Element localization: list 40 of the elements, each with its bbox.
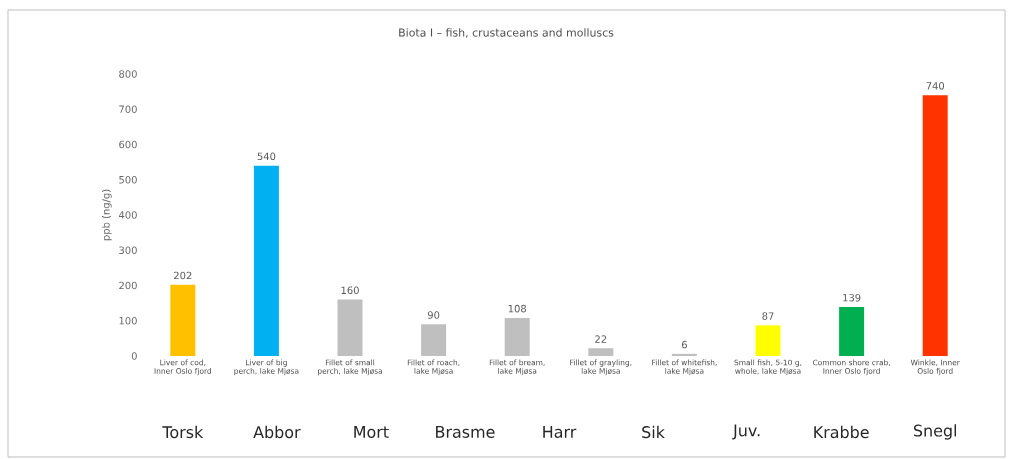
text: Snegl: [913, 424, 957, 440]
text: Brasme: [436, 426, 495, 438]
bar: [671, 353, 697, 356]
text: Krabbe: [814, 425, 869, 439]
y-tick-label: 400: [118, 211, 137, 219]
bar: [839, 306, 865, 356]
text: Mort: [354, 426, 389, 438]
bar: [421, 324, 447, 356]
y-tick-label: 600: [119, 140, 137, 149]
text: Abbor: [253, 425, 301, 439]
y-axis-title: ppb (ng/g): [101, 189, 112, 241]
bar: [755, 325, 781, 356]
bar: [922, 95, 948, 356]
data-label: 202: [174, 271, 192, 280]
data-label: 540: [257, 152, 276, 161]
text: Torsk: [162, 425, 204, 439]
y-tick-label: 200: [119, 281, 137, 290]
data-label: 87: [762, 312, 774, 320]
text: Sik: [642, 425, 665, 439]
data-label: 6: [681, 340, 687, 349]
bar: [253, 165, 279, 356]
data-label: 139: [843, 293, 861, 302]
bar: [588, 348, 614, 356]
y-tick-label: 500: [119, 175, 137, 184]
bar: [337, 299, 363, 356]
data-label: 22: [595, 335, 607, 343]
data-label: 740: [926, 82, 945, 90]
text: Harr: [543, 426, 577, 438]
y-tick-label: 300: [119, 246, 137, 254]
y-tick-label: 700: [119, 105, 137, 113]
y-tick-label: 100: [119, 316, 137, 325]
y-tick-label: 800: [119, 70, 137, 78]
data-label: 90: [427, 311, 440, 319]
chart-title: Biota I – fish, crustaceans and molluscs: [399, 28, 614, 38]
bar: [170, 284, 196, 356]
data-label: 108: [508, 304, 527, 313]
text: Juv.: [732, 424, 760, 440]
y-tick-label: 0: [131, 352, 137, 360]
bar: [504, 317, 530, 356]
data-label: 160: [341, 286, 359, 295]
